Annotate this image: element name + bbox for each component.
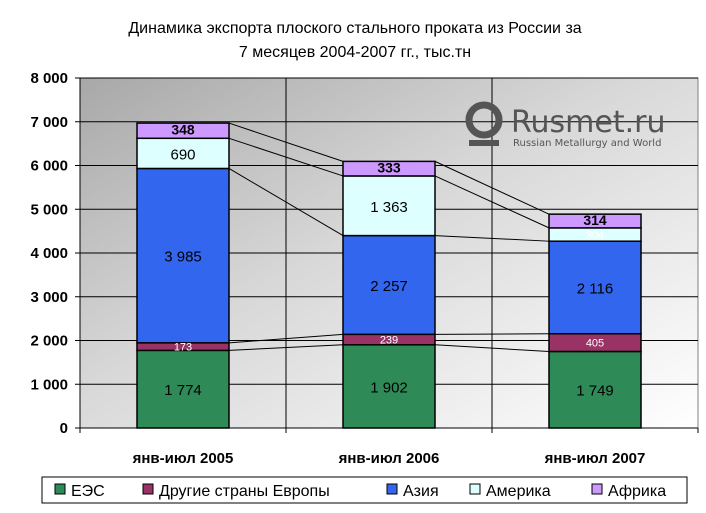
bar-segment [342,344,436,429]
bar-segment [136,349,230,429]
data-label: 2 116 [577,280,613,297]
y-tick-label: 4 000 [30,245,68,262]
data-label: 1 749 [576,383,614,400]
bar-segment [136,167,230,344]
series-connector [434,175,550,229]
y-axis: 0 1 000 2 000 3 000 4 000 5 000 6 000 7 000 8 00… [30,70,81,437]
data-label: 690 [170,146,195,163]
data-label: 405 [586,338,604,350]
data-label: 314 [583,212,607,228]
data-label: 1 774 [164,382,202,399]
logo-brand-text: Rusmet.ru [511,105,665,140]
data-label: 1 363 [370,199,408,216]
bar-segment [548,350,642,429]
chart-title-line1: Динамика экспорта плоского стального про… [128,20,581,37]
legend-swatch [469,483,481,495]
legend-box [41,476,688,504]
data-label: 173 [174,342,192,354]
legend-label: Другие страны Европы [159,483,330,500]
rusmet-logo-mark [465,101,503,146]
y-tick-label: 0 [60,420,68,437]
legend-swatch [386,483,398,495]
y-tick-label: 7 000 [30,114,68,131]
data-labels: 1 774 1 902 1 749 173 239 405 3 985 2 257 2 116 6… [164,122,614,400]
bar-segment [342,234,436,336]
series-connector-lines [228,122,550,352]
bar-segment [136,122,230,140]
data-label: 1 902 [370,379,408,396]
chart-title-line2: 7 месяцев 2004-2007 гг., тыс.тн [239,44,471,61]
bars [136,122,642,429]
y-tick-label: 8 000 [30,70,68,87]
x-tick-label: янв-июл 2006 [339,450,440,467]
legend-swatch [142,483,154,495]
series-connector [228,168,344,237]
series-connector [434,235,550,242]
legend-label: Африка [608,483,666,500]
legend-label: ЕЭС [71,483,105,500]
x-axis: янв-июл 2005 янв-июл 2006 янв-июл 2007 [79,427,699,467]
series-connector [228,333,344,344]
legend: ЕЭС Другие страны Европы Азия Америка Африка [41,476,688,504]
series-connector [228,344,344,351]
legend-label: Азия [403,483,439,500]
data-label: 348 [171,122,195,138]
x-tick-label: янв-июл 2007 [545,450,646,467]
data-label: 333 [377,160,401,176]
y-tick-label: 5 000 [30,201,68,218]
y-tick-label: 2 000 [30,333,68,350]
data-label: 3 985 [164,249,202,266]
series-connector [228,137,344,177]
series-connector [228,122,344,162]
series-connector [434,333,550,335]
legend-swatch [591,483,603,495]
data-label: 239 [380,335,398,347]
legend-label: Америка [486,483,551,500]
data-label: 304 [586,230,604,242]
data-label: 2 257 [370,278,408,295]
legend-swatch [54,483,66,495]
x-tick-label: янв-июл 2005 [133,450,234,467]
bar-segment [342,160,436,177]
series-connector [434,344,550,352]
y-tick-label: 1 000 [30,376,68,393]
y-tick-label: 6 000 [30,158,68,175]
bar-segment [548,213,642,229]
y-tick-label: 3 000 [30,289,68,306]
bar-segment [136,137,230,170]
logo-tagline-text: Russian Metallurgy and World [513,138,661,149]
series-connector [434,160,550,215]
rusmet-logo: Rusmet.ru Russian Metallurgy and World [465,101,665,149]
